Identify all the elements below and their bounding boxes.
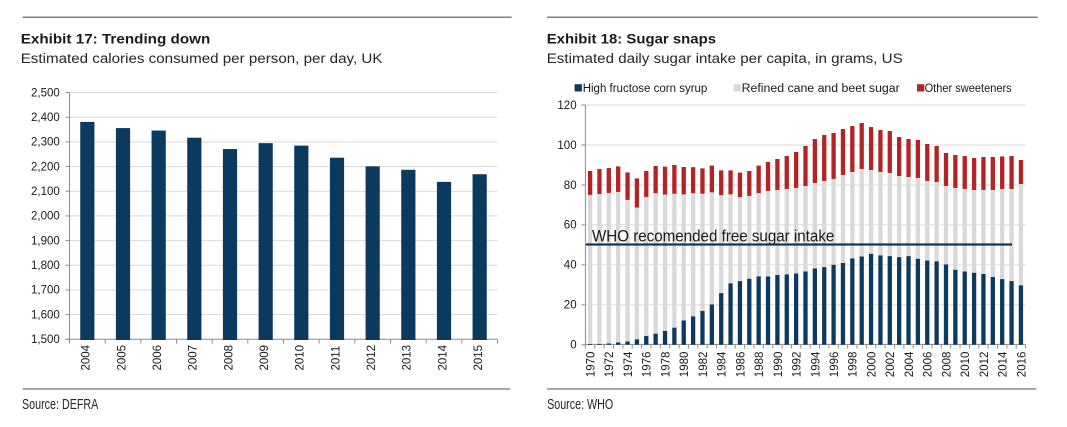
svg-text:2010: 2010 [295,345,307,371]
svg-text:1972: 1972 [604,352,616,378]
svg-text:2014: 2014 [437,344,449,370]
svg-text:2,200: 2,200 [31,161,60,173]
svg-text:1984: 1984 [717,351,729,377]
svg-text:2,000: 2,000 [31,211,60,223]
svg-text:80: 80 [564,180,577,192]
svg-text:120: 120 [557,100,576,112]
svg-text:Exhibit 18: Sugar snaps: Exhibit 18: Sugar snaps [547,32,716,47]
svg-text:2000: 2000 [866,352,878,378]
svg-text:2008: 2008 [223,345,235,371]
svg-text:Estimated daily sugar intake p: Estimated daily sugar intake per capita,… [547,52,903,67]
svg-text:2,400: 2,400 [31,112,60,124]
svg-text:1994: 1994 [810,351,822,377]
svg-text:1980: 1980 [679,352,691,378]
svg-text:2,500: 2,500 [31,87,60,99]
svg-text:2014: 2014 [998,351,1010,377]
svg-text:1998: 1998 [848,352,860,378]
svg-text:2011: 2011 [330,346,342,371]
svg-text:1,600: 1,600 [31,309,60,321]
svg-text:20: 20 [564,300,577,312]
svg-text:Source: DEFRA: Source: DEFRA [22,395,99,412]
svg-text:1982: 1982 [698,352,710,378]
svg-text:1992: 1992 [792,352,804,378]
svg-text:0: 0 [570,340,576,352]
svg-text:Other sweeteners: Other sweeteners [925,83,1012,95]
svg-text:2006: 2006 [923,352,935,378]
svg-text:High fructose corn syrup: High fructose corn syrup [583,83,708,95]
svg-text:1976: 1976 [642,352,654,378]
svg-text:1,500: 1,500 [31,334,60,346]
svg-text:2006: 2006 [152,345,164,371]
svg-text:1,900: 1,900 [31,235,60,247]
svg-text:1988: 1988 [754,352,766,378]
svg-text:Estimated calories consumed pe: Estimated calories consumed per person, … [21,52,383,67]
svg-text:2004: 2004 [904,351,916,377]
svg-text:1978: 1978 [660,352,672,378]
svg-text:1970: 1970 [585,352,597,378]
svg-text:2012: 2012 [979,352,991,378]
svg-text:Source: WHO: Source: WHO [547,395,613,412]
svg-text:1990: 1990 [773,352,785,378]
svg-text:40: 40 [564,260,577,272]
svg-text:2010: 2010 [960,352,972,378]
svg-text:2009: 2009 [259,345,271,371]
svg-text:2008: 2008 [941,352,953,378]
svg-text:1986: 1986 [735,352,747,378]
svg-text:2,100: 2,100 [31,186,60,198]
svg-text:2005: 2005 [116,345,128,371]
svg-text:1974: 1974 [623,351,635,377]
svg-text:100: 100 [557,140,576,152]
svg-text:2002: 2002 [885,352,897,378]
svg-text:2013: 2013 [402,345,414,371]
svg-text:2004: 2004 [81,344,93,370]
svg-text:Exhibit 17: Trending down: Exhibit 17: Trending down [21,32,211,47]
svg-text:1,800: 1,800 [31,260,60,272]
svg-text:2,300: 2,300 [31,137,60,149]
svg-text:1996: 1996 [829,352,841,378]
svg-text:2012: 2012 [366,345,378,371]
svg-text:Refined cane and beet sugar: Refined cane and beet sugar [742,81,900,95]
svg-text:1,700: 1,700 [31,285,60,297]
svg-text:2015: 2015 [473,345,485,371]
svg-text:2016: 2016 [1016,352,1028,378]
svg-text:WHO recomended free sugar inta: WHO recomended free sugar intake [592,228,835,246]
svg-text:2007: 2007 [188,345,200,371]
svg-text:60: 60 [564,220,577,232]
